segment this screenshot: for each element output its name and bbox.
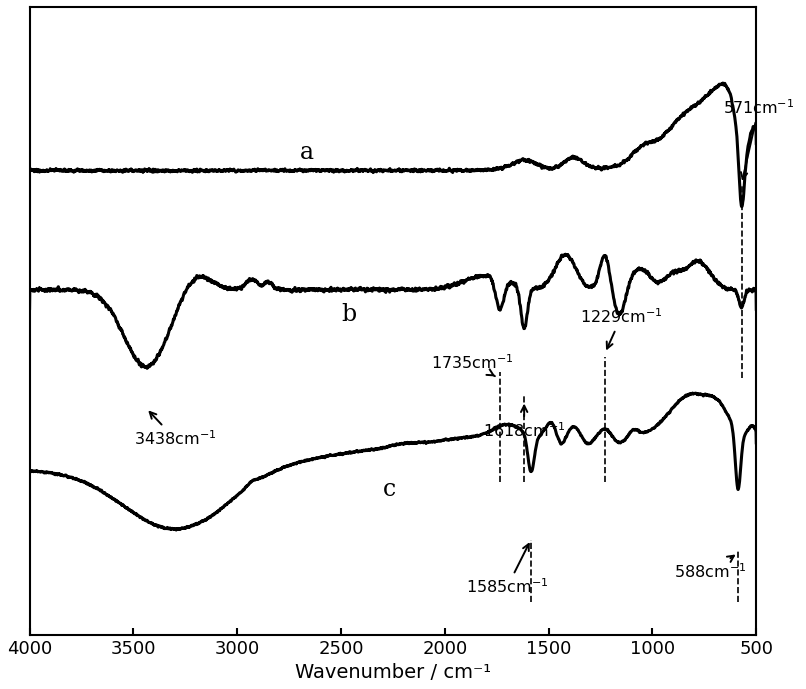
Text: 1735cm$^{-1}$: 1735cm$^{-1}$	[430, 353, 513, 376]
Text: c: c	[383, 477, 396, 501]
Text: 571cm$^{-1}$: 571cm$^{-1}$	[723, 99, 795, 179]
Text: 1585cm$^{-1}$: 1585cm$^{-1}$	[466, 544, 548, 597]
Text: 1618cm$^{-1}$: 1618cm$^{-1}$	[483, 406, 566, 440]
Text: b: b	[341, 302, 356, 326]
X-axis label: Wavenumber / cm⁻¹: Wavenumber / cm⁻¹	[295, 663, 491, 682]
Text: 3438cm$^{-1}$: 3438cm$^{-1}$	[134, 412, 216, 448]
Text: a: a	[300, 141, 314, 164]
Text: 588cm$^{-1}$: 588cm$^{-1}$	[675, 555, 747, 582]
Text: 1229cm$^{-1}$: 1229cm$^{-1}$	[580, 307, 663, 349]
